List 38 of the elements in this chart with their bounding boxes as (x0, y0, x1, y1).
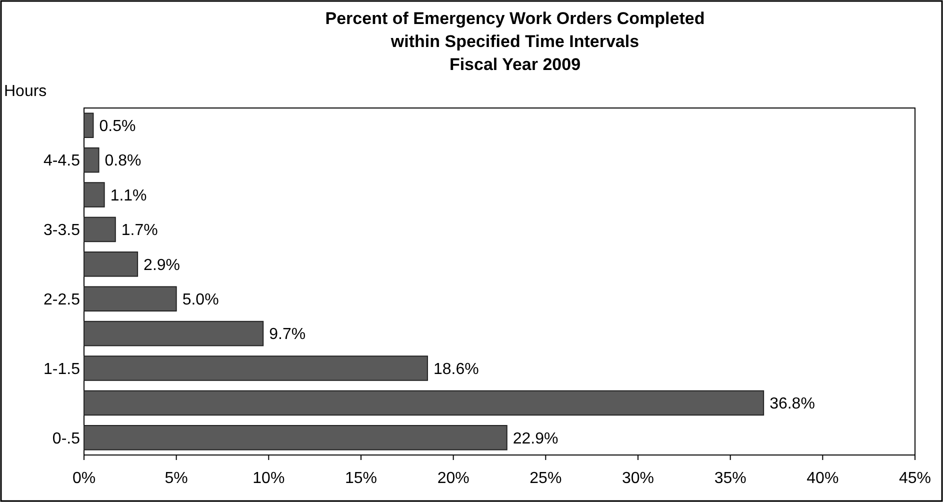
x-tick-label: 15% (344, 470, 378, 487)
y-tick-label: 3-3.5 (44, 222, 80, 240)
data-label: 0.5% (99, 118, 136, 135)
x-tick-label: 0% (72, 470, 96, 487)
chart-subtitle: Fiscal Year 2009 (449, 55, 581, 74)
y-tick-label: 1-1.5 (44, 360, 80, 378)
bar (84, 390, 764, 416)
bar (84, 252, 138, 277)
x-tick-label: 35% (714, 470, 746, 487)
x-tick-label: 5% (164, 470, 188, 487)
y-tick-label: 0-.5 (52, 430, 80, 448)
x-tick-label: 20% (437, 470, 470, 487)
data-label: 22.9% (512, 430, 558, 448)
bar (84, 425, 508, 450)
x-tick-label: 45% (898, 470, 932, 487)
bar (84, 147, 100, 173)
x-tick-label: 10% (252, 470, 285, 487)
data-label: 0.8% (104, 152, 142, 170)
x-tick-label: 30% (622, 470, 654, 487)
bar (84, 286, 177, 312)
data-label: 1.1% (110, 187, 147, 204)
x-tick-label: 40% (806, 470, 839, 487)
y-tick-label: 2-2.5 (44, 291, 80, 308)
bar (84, 112, 94, 138)
y-tick-label: 4-4.5 (44, 152, 80, 170)
chart-title: Percent of Emergency Work Orders Completed within Specified Time Intervals (325, 9, 705, 51)
data-label: 5.0% (182, 291, 219, 308)
data-label: 9.7% (269, 326, 306, 344)
y-axis-title: Hours (4, 83, 47, 100)
data-label: 36.8% (770, 396, 815, 413)
data-label: 18.6% (433, 360, 479, 378)
bar (84, 216, 116, 242)
bar (84, 182, 105, 208)
data-label: 1.7% (121, 222, 158, 240)
x-tick-label: 25% (530, 470, 562, 487)
data-label: 2.9% (144, 256, 180, 274)
bar (84, 320, 264, 346)
bar (84, 356, 428, 381)
